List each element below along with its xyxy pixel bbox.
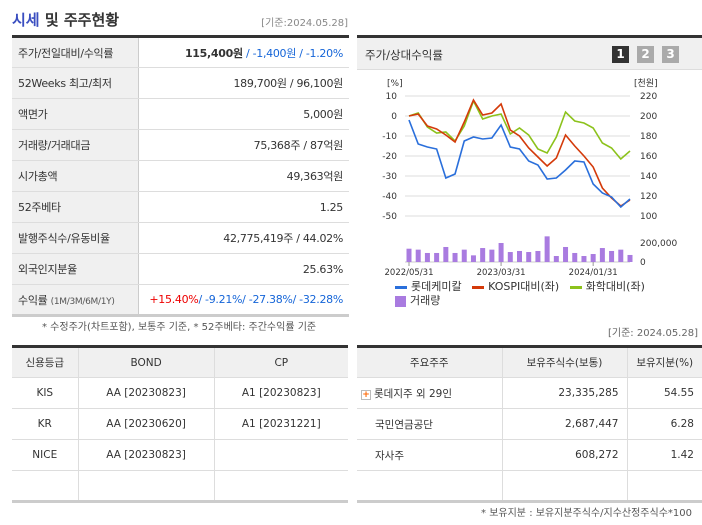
volume-bar: [470, 255, 476, 262]
note: * 수정주가(차트포함), 보통주 기준, * 52주베타: 주간수익률 기준: [42, 322, 317, 333]
volume-tick-label: 200,000: [640, 239, 677, 249]
x-tick-label: 2024/01/31: [569, 268, 618, 277]
table-row: KR AA [20230620] A1 [20231221]: [12, 408, 348, 440]
volume-bar: [480, 248, 486, 262]
table-row: [12, 470, 348, 502]
y2-tick-label: 180: [640, 132, 657, 142]
volume-bar: [609, 250, 615, 262]
y2-tick-label: 140: [640, 172, 657, 182]
price-change: -1,400원 / -1.20%: [252, 46, 344, 60]
volume-bar: [443, 246, 449, 262]
table-row: 국민연금공단 2,687,447 6.28: [357, 408, 702, 440]
table-row: 외국인지분율 25.63%: [12, 253, 349, 285]
chart-legend: 롯데케미칼 KOSPI대비(좌) 화학대비(좌) 거래량: [395, 280, 645, 308]
price: 115,400원: [184, 46, 243, 60]
y-tick-label: -20: [382, 152, 397, 162]
volume-bar: [434, 252, 440, 262]
table-row: 자사주 608,272 1.42: [357, 439, 702, 471]
page-title: 시세 및 주주현황: [12, 11, 120, 29]
chart-panel: 주가/상대수익률 1 2 3 [%] [천원] 10 220 0 200 -10 180 -20…: [357, 35, 702, 315]
volume-bar: [544, 236, 550, 262]
volume-tick-label: 0: [640, 258, 646, 268]
y-tick-label: 0: [391, 112, 397, 122]
table-row: KIS AA [20230823] A1 [20230823]: [12, 377, 348, 409]
y2-tick-label: 160: [640, 152, 657, 162]
volume-bar: [535, 250, 541, 262]
y-tick-label: -30: [382, 172, 397, 182]
table-row: 52주베타 1.25: [12, 191, 349, 223]
volume-bar: [452, 252, 458, 262]
volume-bar: [415, 249, 421, 262]
page-3-button[interactable]: 3: [662, 46, 679, 63]
note: * 보유지분 : 보유지분주식수/지수산정주식수*100: [481, 508, 692, 519]
page-2-button[interactable]: 2: [637, 46, 654, 63]
table-row: 52Weeks 최고/최저 189,700원 / 96,100원: [12, 67, 349, 99]
legend-item: KOSPI대비(좌): [472, 280, 559, 293]
price-info-table: 주가/전일대비/수익률 115,400원 / -1,400원 / -1.20% 5…: [12, 35, 349, 317]
table-row: 거래량/거래대금 75,368주 / 87억원: [12, 129, 349, 161]
volume-bar: [526, 252, 532, 262]
base-date: [기준:2024.05.28]: [261, 18, 348, 29]
volume-bar: [590, 254, 596, 262]
volume-bar: [599, 248, 605, 262]
volume-bar: [563, 246, 569, 262]
volume-bar: [498, 243, 504, 262]
volume-bar: [618, 249, 624, 262]
volume-bar: [461, 249, 467, 262]
y-tick-label: -10: [382, 132, 397, 142]
page-1-button[interactable]: 1: [612, 46, 629, 63]
right-axis-unit: [천원]: [634, 78, 658, 89]
credit-rating-table: 신용등급 BOND CP KIS AA [20230823] A1 [20230823]…: [12, 345, 348, 503]
y2-tick-label: 200: [640, 112, 657, 122]
y2-tick-label: 120: [640, 192, 657, 202]
volume-bar: [581, 256, 587, 262]
y-tick-label: 10: [386, 92, 398, 102]
y2-tick-label: 100: [640, 212, 657, 222]
chart-header: 주가/상대수익률 1 2 3: [357, 38, 702, 70]
legend-item: 롯데케미칼: [395, 280, 462, 293]
table-row: 수익률 (1M/3M/6M/1Y) +15.40%/ -9.21%/ -27.38…: [12, 284, 349, 316]
volume-bar: [553, 256, 559, 262]
plus-icon[interactable]: +: [361, 389, 371, 400]
volume-bar: [507, 252, 513, 262]
shareholders-table: 주요주주 보유주식수(보통) 보유지분(%) + 롯데지주 외 29인 23,335,2…: [357, 345, 702, 503]
table-row: + 롯데지주 외 29인 23,335,285 54.55: [357, 377, 702, 409]
y-tick-label: -50: [382, 212, 397, 222]
volume-bar: [627, 254, 633, 262]
volume-bar: [424, 252, 430, 262]
table-row: 시가총액 49,363억원: [12, 160, 349, 192]
table-row: 발행주식수/유동비율 42,775,419주 / 44.02%: [12, 222, 349, 254]
table-row: 액면가 5,000원: [12, 98, 349, 130]
left-axis-unit: [%]: [387, 79, 403, 89]
volume-bar: [517, 250, 522, 262]
legend-item: 거래량: [395, 294, 440, 307]
base-date: [기준: 2024.05.28]: [607, 328, 698, 339]
series-line-2: [408, 98, 631, 207]
legend-item: 화학대비(좌): [569, 280, 645, 293]
y2-tick-label: 220: [640, 92, 657, 102]
volume-bar: [489, 249, 495, 262]
table-row: [357, 470, 702, 502]
x-tick-label: 2023/03/31: [477, 268, 526, 277]
volume-bar: [572, 252, 578, 262]
table-row: 주가/전일대비/수익률 115,400원 / -1,400원 / -1.20%: [12, 36, 349, 68]
y-tick-label: -40: [382, 192, 397, 202]
series-line-3: [408, 99, 631, 161]
stock-chart: [%] [천원] 10 220 0 200 -10 180 -20 160 -30 140 -40 120…: [382, 78, 677, 277]
volume-bar: [406, 248, 412, 262]
x-tick-label: 2022/05/31: [385, 268, 434, 277]
series-line-1: [408, 119, 631, 209]
table-row: NICE AA [20230823]: [12, 439, 348, 471]
